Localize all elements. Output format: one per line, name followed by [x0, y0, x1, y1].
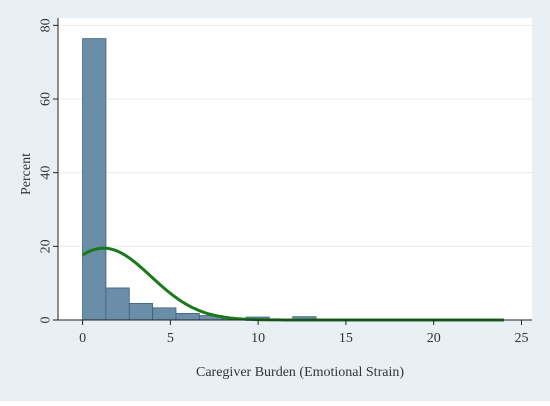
- gridlines: [58, 24, 532, 247]
- plot-area: [58, 18, 532, 320]
- y-tick-label: 40: [39, 166, 54, 180]
- axes: 0 5 10 15 20 25 0 20 40 60 80: [39, 18, 532, 346]
- y-tick-label: 60: [39, 92, 54, 106]
- x-axis-label: Caregiver Burden (Emotional Strain): [196, 365, 404, 380]
- histogram-bar: [105, 287, 130, 321]
- y-tick-label: 20: [39, 239, 54, 253]
- y-axis-label: Percent: [19, 153, 34, 195]
- x-tick-label: 5: [167, 331, 174, 346]
- y-tick-label: 0: [39, 317, 54, 324]
- x-tick-label: 10: [251, 331, 265, 346]
- x-tick-label: 20: [427, 331, 441, 346]
- x-tick-label: 15: [339, 331, 353, 346]
- histogram-bar: [152, 307, 177, 321]
- histogram-bar: [82, 38, 107, 321]
- histogram-bar: [128, 303, 154, 321]
- histogram-bar: [175, 312, 200, 321]
- x-tick-label: 0: [79, 331, 86, 346]
- x-tick-label: 25: [514, 331, 528, 346]
- y-tick-label: 80: [39, 18, 54, 32]
